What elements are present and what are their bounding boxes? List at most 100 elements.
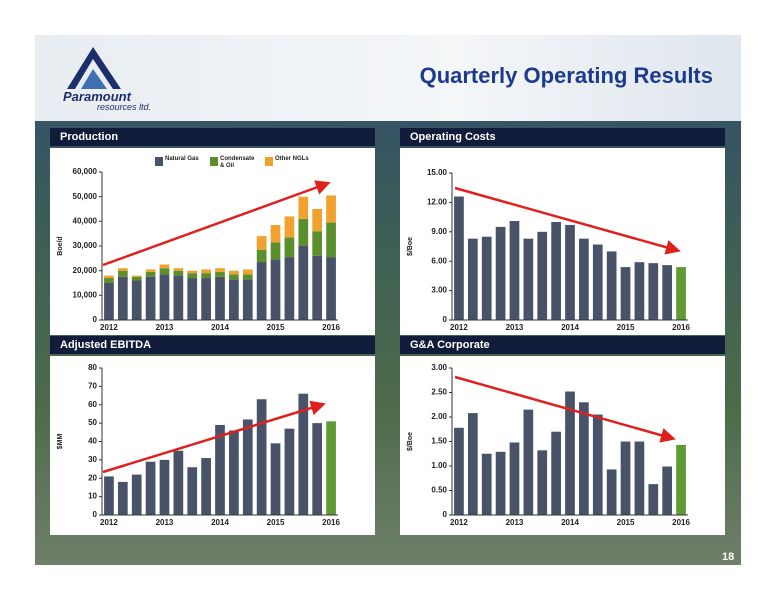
bar-segment <box>284 216 295 238</box>
legend-swatch <box>210 157 218 166</box>
y-tick-label: 2.50 <box>431 388 447 397</box>
trend-arrow <box>102 400 326 474</box>
bar-segment <box>284 257 295 320</box>
x-tick-label: 2013 <box>156 323 174 330</box>
x-tick-label: 2012 <box>100 323 118 330</box>
bar-segment <box>270 259 281 320</box>
bar-segment <box>117 276 128 320</box>
panel: Adjusted EBITDA 0 10 20 30 40 50 60 70 80 2012 201… <box>50 336 375 535</box>
bar-segment <box>256 249 267 263</box>
bar-segment <box>215 271 225 277</box>
bar <box>565 391 575 515</box>
bar <box>495 451 506 515</box>
y-axis-label: $/Boe <box>407 432 414 451</box>
y-tick-label: 30 <box>88 455 97 464</box>
bar-segment <box>173 270 184 276</box>
bar-segment <box>117 270 128 277</box>
y-tick-label: 3.00 <box>431 286 447 295</box>
bar <box>523 238 534 320</box>
bar-segment <box>187 270 198 274</box>
trend-arrow <box>102 180 331 267</box>
bar-segment <box>312 255 323 320</box>
bar <box>454 427 464 515</box>
bar <box>117 481 128 515</box>
slide: Paramount resources ltd. Quarterly Opera… <box>35 35 741 565</box>
legend-swatch <box>155 157 163 166</box>
bar <box>481 453 492 515</box>
bar <box>662 265 673 320</box>
legend-label: Condensate & Oil <box>220 156 255 169</box>
y-axis-label: Boe/d <box>57 236 64 255</box>
bar <box>592 414 603 515</box>
bar-segment <box>256 262 267 320</box>
y-tick-label: 15.00 <box>427 168 448 177</box>
bar <box>509 442 520 515</box>
panel: Operating Costs 0 3.00 6.00 9.00 12.00 15.00 2… <box>400 128 725 335</box>
bar <box>537 231 548 320</box>
bar <box>215 424 225 515</box>
x-tick-label: 2016 <box>322 323 340 330</box>
x-tick-label: 2012 <box>450 518 468 527</box>
bar <box>592 244 603 320</box>
bar-segment <box>229 270 239 275</box>
chart: 0 3.00 6.00 9.00 12.00 15.00 2012 2013 2014 2015 2… <box>407 168 691 332</box>
bar-segment <box>298 196 309 219</box>
bar <box>676 267 686 320</box>
logo-name: Paramount <box>63 89 131 104</box>
bar <box>242 419 253 515</box>
bar-segment <box>131 280 142 320</box>
y-tick-label: 0 <box>443 510 448 519</box>
bar <box>648 484 659 515</box>
panel-body: 0 10 20 30 40 50 60 70 80 2012 2013 2014 2015 2016 $MM <box>50 356 375 535</box>
chart: 0 0.50 1.00 1.50 2.00 2.50 3.00 2012 2013 2014 201… <box>407 363 691 527</box>
bar <box>229 430 239 515</box>
bar <box>312 423 323 515</box>
y-tick-label: 80 <box>88 363 97 372</box>
bar <box>676 444 686 515</box>
logo-subtitle: resources ltd. <box>97 102 152 112</box>
bar <box>284 428 295 515</box>
y-tick-label: 1.00 <box>431 461 447 470</box>
y-tick-label: 0 <box>93 510 98 519</box>
panel-body: 0 0.50 1.00 1.50 2.00 2.50 3.00 2012 2013 2014 201… <box>400 356 725 535</box>
bar-segment <box>201 269 211 274</box>
bar-segment <box>173 268 184 271</box>
x-tick-label: 2015 <box>267 323 285 330</box>
bar <box>104 476 114 515</box>
bar <box>620 267 631 320</box>
bar <box>187 467 198 515</box>
y-tick-label: 9.00 <box>431 227 447 236</box>
y-tick-label: 50 <box>88 418 97 427</box>
legend-label: Natural Gas <box>165 156 199 162</box>
bar-segment <box>326 257 336 320</box>
bar-segment <box>104 278 114 283</box>
x-tick-label: 2016 <box>672 323 690 330</box>
y-tick-label: 50,000 <box>73 192 98 201</box>
bar <box>606 469 617 515</box>
bar <box>270 443 281 515</box>
bar <box>159 459 170 515</box>
y-tick-label: 1.50 <box>431 437 447 446</box>
bar-segment <box>284 237 295 258</box>
bar <box>454 196 464 320</box>
panel-title: Adjusted EBITDA <box>50 336 375 354</box>
bar-segment <box>117 268 128 271</box>
bar <box>481 236 492 320</box>
y-tick-label: 20 <box>88 473 97 482</box>
x-tick-label: 2012 <box>450 323 468 330</box>
bar-segment <box>159 268 170 275</box>
bar-segment <box>131 276 142 281</box>
x-tick-label: 2014 <box>211 323 229 330</box>
bar-segment <box>201 273 211 279</box>
bar-segment <box>131 275 142 277</box>
bar-segment <box>242 279 253 320</box>
y-axis-label: $/Boe <box>407 237 414 256</box>
x-tick-label: 2013 <box>506 323 524 330</box>
panel-title: Production <box>50 128 375 146</box>
bar <box>551 431 561 515</box>
y-tick-label: 0.50 <box>431 486 447 495</box>
legend-item: Natural Gas <box>155 156 201 166</box>
legend-item: Other NGLs <box>265 156 311 166</box>
panel: G&A Corporate 0 0.50 1.00 1.50 2.00 2.50 3.00 2… <box>400 336 725 535</box>
bar-segment <box>242 274 253 280</box>
